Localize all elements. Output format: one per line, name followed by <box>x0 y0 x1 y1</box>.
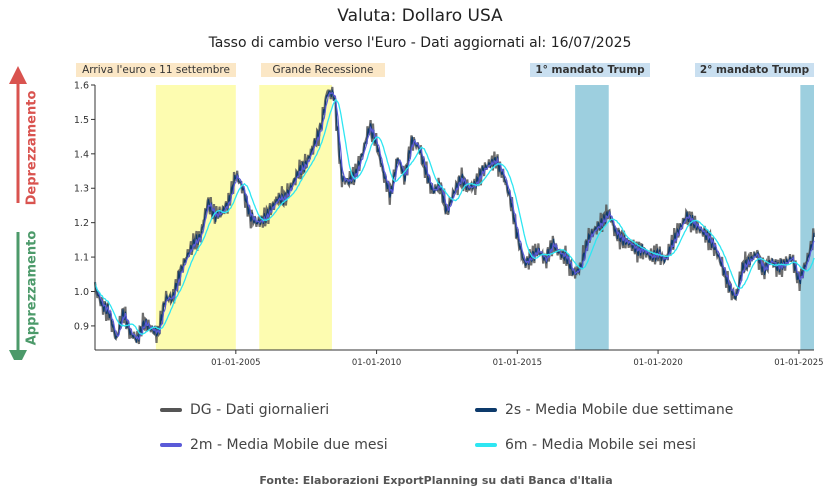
shaded-period-0 <box>155 85 236 350</box>
y-tick-label-7: 1.6 <box>74 81 89 92</box>
legend-label-daily: DG - Dati giornalieri <box>190 402 330 418</box>
x-tick-label-2: 01-01-2015 <box>493 358 542 368</box>
side-arrows <box>9 66 27 360</box>
y-tick-label-6: 1.5 <box>74 115 89 126</box>
series-line-6m <box>94 99 815 336</box>
shaded-period-3 <box>800 85 814 350</box>
y-tick-label-2: 1.1 <box>74 253 89 264</box>
chart-title: Valuta: Dollaro USA <box>337 6 503 26</box>
legend-label-2w: 2s - Media Mobile due settimane <box>505 402 734 418</box>
legend-item-6m: 6m - Media Mobile sei mesi <box>475 437 696 453</box>
y-tick-label-5: 1.4 <box>74 149 89 160</box>
x-tick-label-4: 01-01-2025 <box>774 358 823 368</box>
band-label-trump-1: 1° mandato Trump <box>530 63 650 77</box>
y-tick-label-0: 0.9 <box>74 321 89 332</box>
legend-label-2m: 2m - Media Mobile due mesi <box>190 437 388 453</box>
source-note: Fonte: Elaborazioni ExportPlanning su da… <box>259 474 613 487</box>
legend-swatch-6m <box>475 443 497 447</box>
legend-item-2m: 2m - Media Mobile due mesi <box>160 437 388 453</box>
legend-label-6m: 6m - Media Mobile sei mesi <box>505 437 697 453</box>
chart-subtitle: Tasso di cambio verso l'Euro - Dati aggi… <box>208 35 632 51</box>
band-label-recession: Grande Recessione <box>261 63 385 77</box>
band-label-trump-2: 2° mandato Trump <box>695 63 814 77</box>
y-tick-label-3: 1.2 <box>74 218 89 229</box>
x-tick-label-3: 01-01-2020 <box>633 358 682 368</box>
x-tick-label-1: 01-01-2010 <box>352 358 401 368</box>
legend-item-daily: DG - Dati giornalieri <box>160 402 329 418</box>
y-tick-label-1: 1.0 <box>74 287 89 298</box>
x-tick-label-0: 01-01-2005 <box>211 358 260 368</box>
appreciation-arrow-head <box>9 350 27 360</box>
legend-item-2w: 2s - Media Mobile due settimane <box>475 402 733 418</box>
legend: DG - Dati giornalieri 2s - Media Mobile … <box>160 398 780 462</box>
legend-swatch-daily <box>160 408 182 412</box>
plot-area: 0.9 1.0 1.1 1.2 1.3 1.4 1.5 1.6 01-01-2005 01-01-… <box>74 81 824 369</box>
legend-swatch-2w <box>475 408 497 412</box>
depreciation-arrow-head <box>9 66 27 84</box>
band-label-euro: Arriva l'euro e 11 settembre <box>76 63 236 77</box>
y-tick-label-4: 1.3 <box>74 184 89 195</box>
legend-swatch-2m <box>160 443 182 447</box>
